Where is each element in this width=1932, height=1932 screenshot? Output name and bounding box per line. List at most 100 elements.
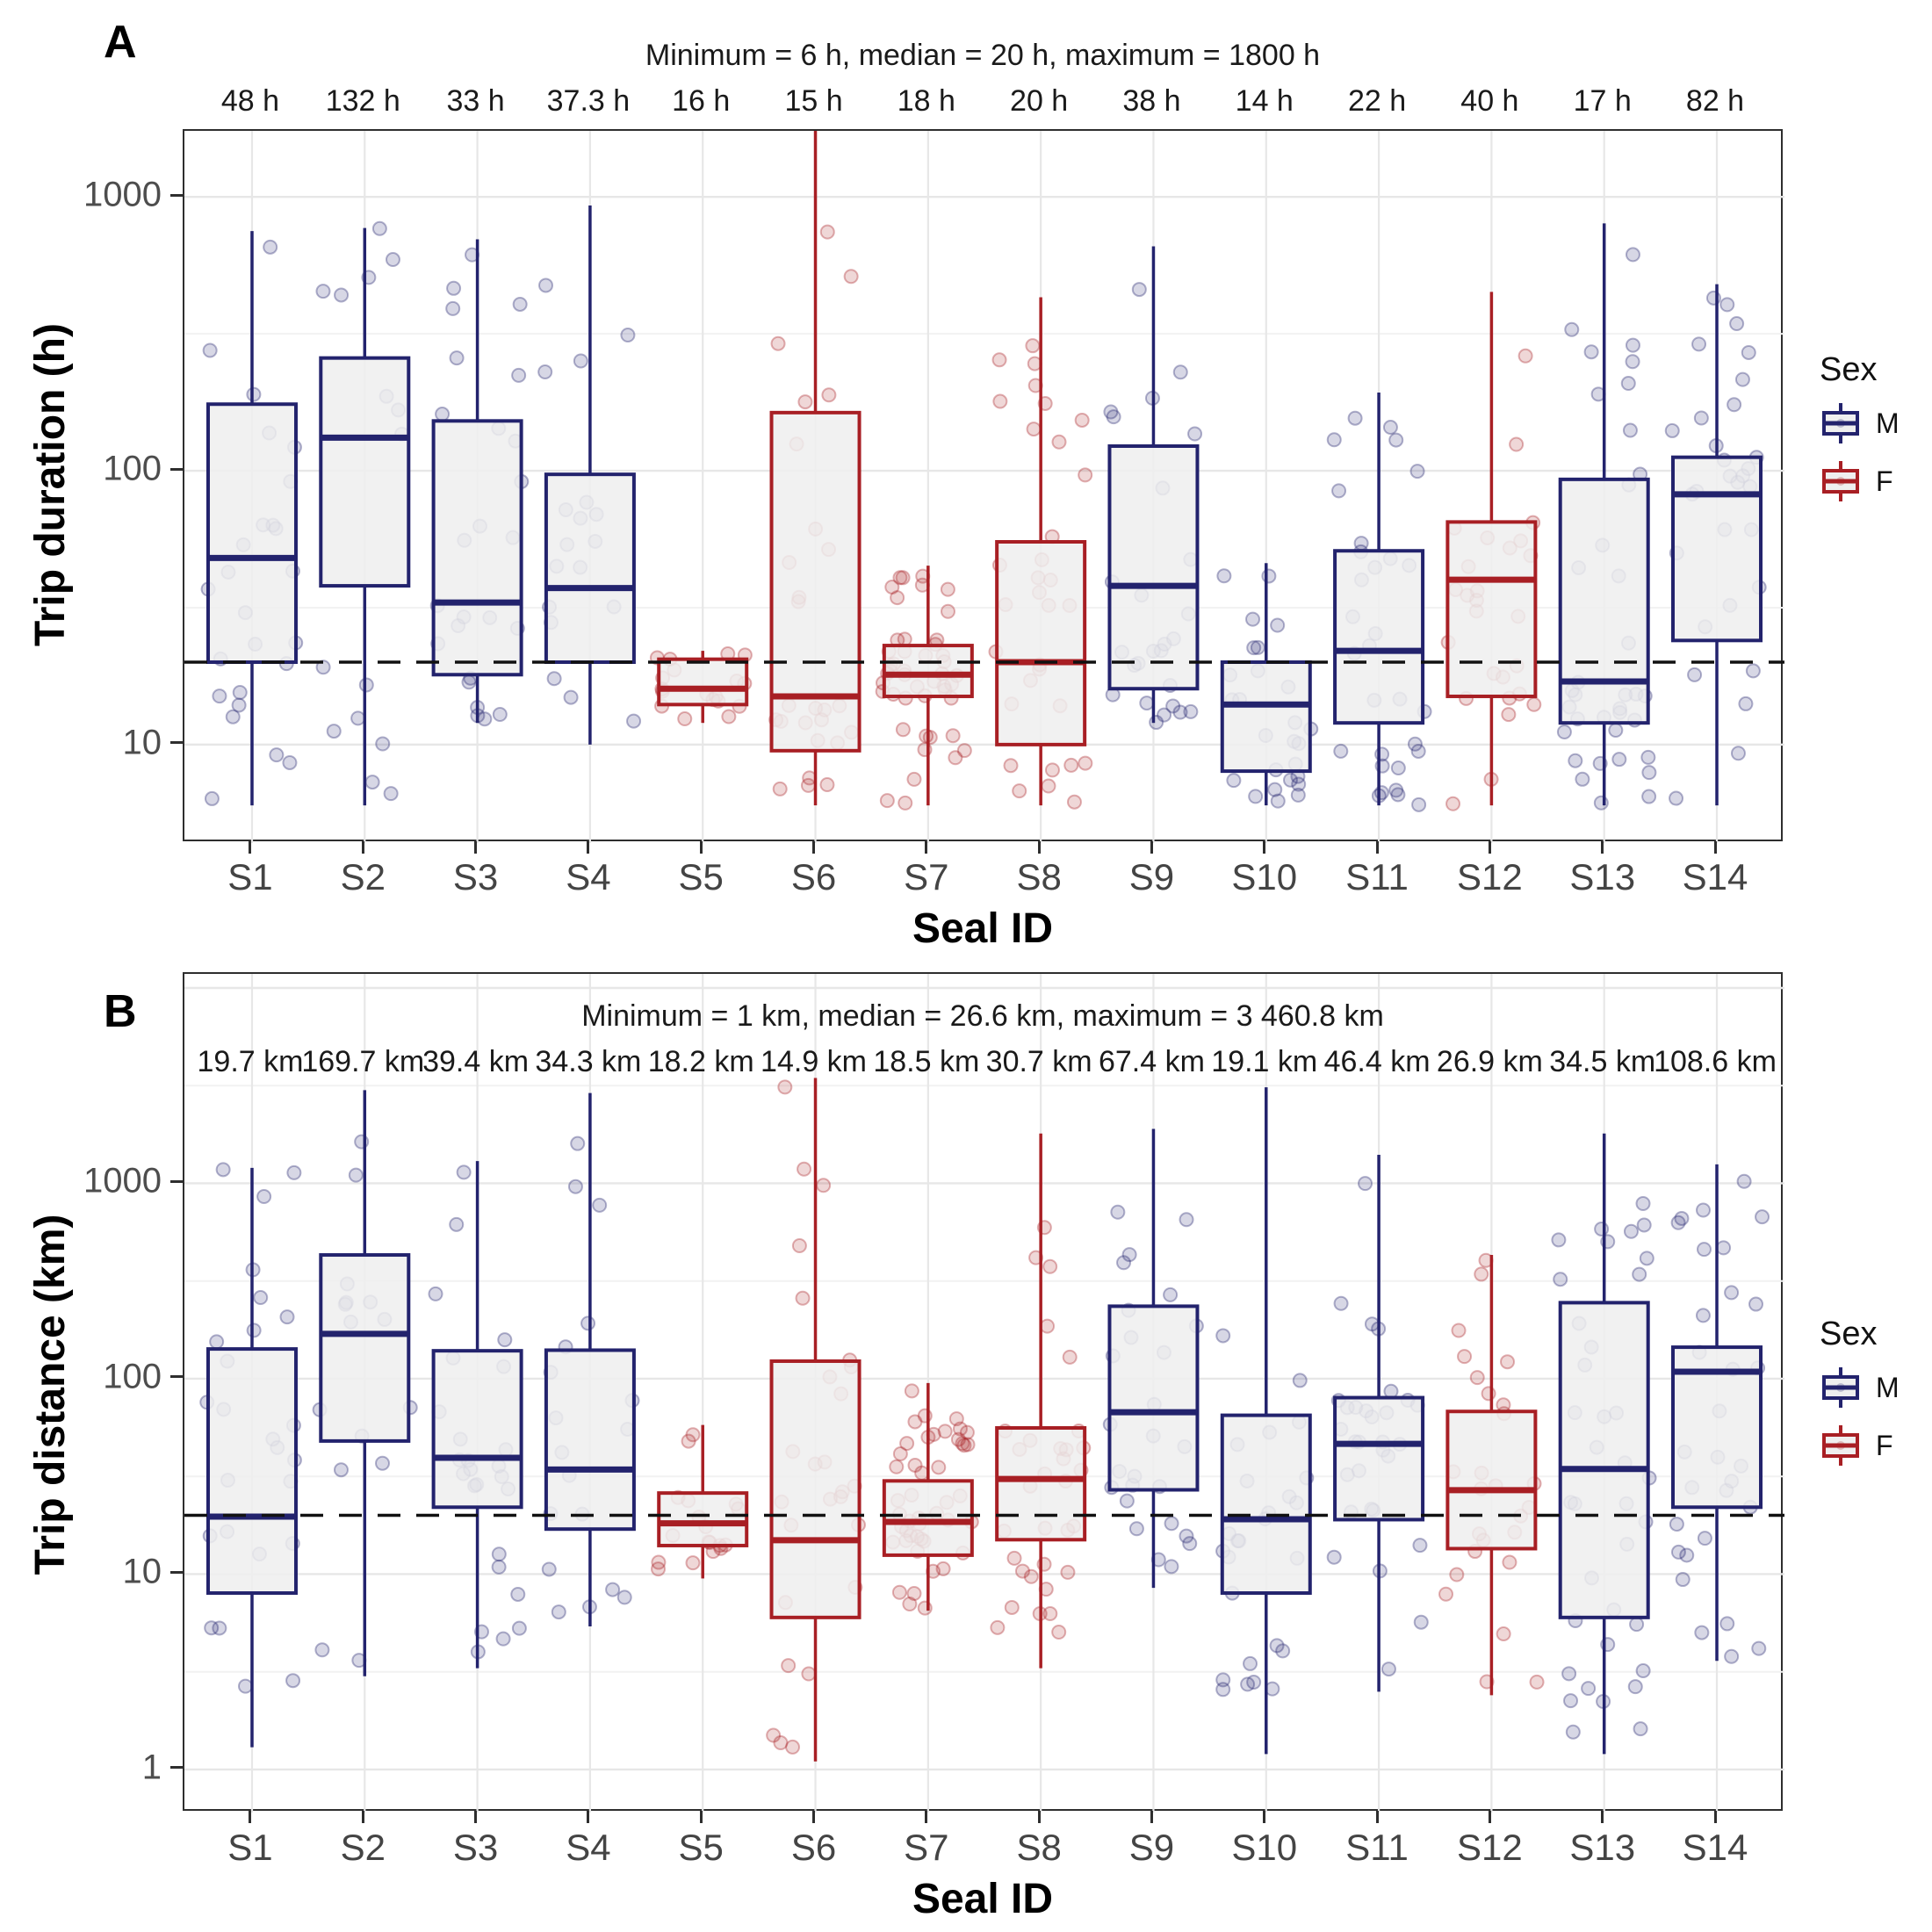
- x-tick-label-S13: S13: [1569, 1827, 1636, 1868]
- median-label-b-S14: 108.6 km: [1654, 1045, 1777, 1078]
- x-tick-label-S9: S9: [1128, 856, 1175, 898]
- x-tick-label-S2: S2: [340, 856, 386, 898]
- median-label-b-S2: 169.7 km: [301, 1045, 425, 1078]
- x-tick-label-S3: S3: [452, 1827, 499, 1868]
- x-tick-mark: [925, 1811, 928, 1823]
- x-tick-label-S14: S14: [1682, 856, 1748, 898]
- median-label-a-S1: 48 h: [220, 84, 280, 118]
- x-tick-label-S2: S2: [340, 1827, 386, 1868]
- panel-a-plot-area: [183, 129, 1784, 843]
- x-tick-mark: [1263, 1811, 1266, 1823]
- x-tick-label-S13: S13: [1569, 856, 1636, 898]
- median-label-b-S13: 34.5 km: [1549, 1045, 1656, 1078]
- x-tick-mark: [699, 1811, 703, 1823]
- legend-entry-f: F: [1820, 1424, 1932, 1467]
- y-tick-mark: [170, 741, 183, 745]
- panel-b-canvas: [184, 974, 1784, 1813]
- x-tick-label-S11: S11: [1345, 856, 1409, 898]
- x-tick-mark: [812, 841, 816, 854]
- panel-b-letter: B: [104, 986, 137, 1037]
- x-tick-label-S3: S3: [452, 856, 499, 898]
- x-tick-mark: [1713, 1811, 1717, 1823]
- median-label-a-S12: 40 h: [1460, 84, 1519, 118]
- median-label-b-S6: 14.9 km: [761, 1045, 868, 1078]
- y-tick-label-10: 10: [122, 1552, 162, 1591]
- x-tick-mark: [249, 841, 252, 854]
- x-tick-label-S5: S5: [678, 856, 724, 898]
- panel-b-summary-annotation: Minimum = 1 km, median = 26.6 km, maximu…: [581, 999, 1384, 1033]
- y-tick-label-1000: 1000: [83, 175, 162, 214]
- legend-entry-m: M: [1820, 401, 1932, 445]
- x-tick-label-S7: S7: [904, 856, 949, 898]
- x-tick-mark: [1601, 841, 1604, 854]
- x-tick-mark: [812, 1811, 816, 1823]
- x-tick-mark: [474, 1811, 478, 1823]
- x-tick-label-S6: S6: [790, 856, 837, 898]
- median-label-b-S11: 46.4 km: [1323, 1045, 1431, 1078]
- x-tick-label-S5: S5: [678, 1827, 724, 1868]
- median-label-a-S6: 15 h: [784, 84, 843, 118]
- y-tick-label-1000: 1000: [83, 1161, 162, 1200]
- y-tick-mark: [170, 1179, 183, 1183]
- legend-entry-m: M: [1820, 1366, 1932, 1409]
- y-tick-mark: [170, 1570, 183, 1574]
- panel-a-summary-annotation: Minimum = 6 h, median = 20 h, maximum = …: [645, 39, 1321, 72]
- x-tick-mark: [361, 841, 364, 854]
- legend-label-f: F: [1876, 1429, 1893, 1461]
- x-tick-mark: [1037, 841, 1041, 854]
- y-tick-label-100: 100: [103, 1357, 162, 1396]
- x-tick-mark: [1263, 841, 1266, 854]
- boxplot-legend-icon: [1822, 403, 1859, 443]
- x-tick-label-S1: S1: [227, 1827, 273, 1868]
- median-label-b-S12: 26.9 km: [1436, 1045, 1543, 1078]
- x-tick-mark: [1375, 841, 1379, 854]
- legend-label-m: M: [1876, 1371, 1900, 1403]
- x-tick-label-S6: S6: [790, 1827, 837, 1868]
- y-tick-mark: [170, 467, 183, 471]
- x-tick-label-S9: S9: [1128, 1827, 1175, 1868]
- median-label-b-S9: 67.4 km: [1098, 1045, 1205, 1078]
- median-label-b-S5: 18.2 km: [647, 1045, 754, 1078]
- median-label-b-S1: 19.7 km: [197, 1045, 304, 1078]
- x-tick-mark: [1037, 1811, 1041, 1823]
- x-tick-mark: [925, 841, 928, 854]
- legend-title: Sex: [1820, 1316, 1878, 1352]
- median-label-a-S13: 17 h: [1573, 84, 1632, 118]
- x-tick-label-S10: S10: [1231, 856, 1298, 898]
- x-tick-mark: [1488, 1811, 1491, 1823]
- x-tick-mark: [474, 841, 478, 854]
- median-label-b-S3: 39.4 km: [422, 1045, 530, 1078]
- x-tick-mark: [1375, 1811, 1379, 1823]
- x-tick-mark: [1601, 1811, 1604, 1823]
- median-label-a-S2: 132 h: [325, 84, 400, 118]
- median-label-a-S14: 82 h: [1685, 84, 1745, 118]
- x-tick-mark: [249, 1811, 252, 1823]
- legend-title: Sex: [1820, 351, 1878, 388]
- x-tick-mark: [361, 1811, 364, 1823]
- panel-b-plot-area: [183, 972, 1784, 1813]
- x-tick-mark: [587, 1811, 590, 1823]
- x-tick-mark: [1150, 1811, 1153, 1823]
- median-label-a-S9: 38 h: [1122, 84, 1181, 118]
- median-label-b-S8: 30.7 km: [985, 1045, 1092, 1078]
- x-tick-label-S12: S12: [1457, 856, 1523, 898]
- x-tick-label-S4: S4: [566, 856, 611, 898]
- x-tick-mark: [699, 841, 703, 854]
- x-tick-mark: [587, 841, 590, 854]
- median-label-a-S5: 16 h: [672, 84, 731, 118]
- x-tick-mark: [1488, 841, 1491, 854]
- x-axis-title-b: Seal ID: [912, 1876, 1054, 1922]
- median-label-a-S3: 33 h: [446, 84, 505, 118]
- panel-a-letter: A: [104, 17, 137, 68]
- x-axis-title-a: Seal ID: [912, 905, 1054, 952]
- legend-entry-f: F: [1820, 459, 1932, 503]
- median-label-b-S7: 18.5 km: [873, 1045, 980, 1078]
- median-label-b-S10: 19.1 km: [1211, 1045, 1318, 1078]
- panel-a-canvas: [184, 131, 1784, 843]
- y-tick-label-10: 10: [122, 723, 162, 762]
- x-tick-label-S12: S12: [1457, 1827, 1523, 1868]
- y-tick-mark: [170, 1375, 183, 1379]
